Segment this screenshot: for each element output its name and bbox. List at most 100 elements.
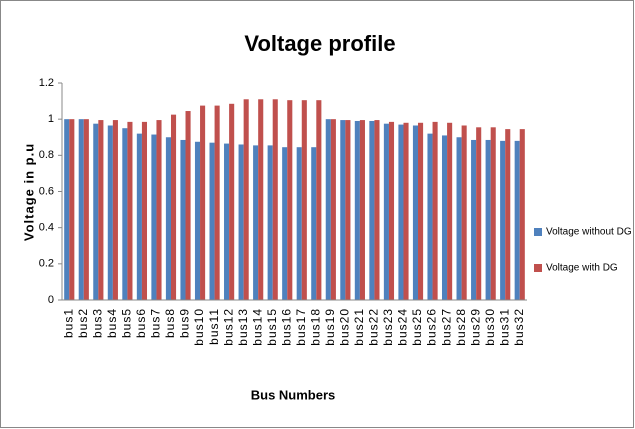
- x-tick-label: bus26: [425, 308, 439, 346]
- x-tick-label: bus19: [323, 308, 337, 346]
- x-axis-label: Bus Numbers: [251, 387, 336, 402]
- bar: [253, 145, 259, 300]
- y-tick-label: 0.4: [39, 222, 54, 234]
- bar: [340, 120, 346, 300]
- x-tick-label: bus28: [454, 308, 468, 346]
- bar: [287, 100, 293, 300]
- bar: [136, 133, 142, 300]
- bar: [141, 121, 148, 300]
- bar: [296, 147, 302, 300]
- bar: [93, 123, 99, 300]
- bar: [69, 119, 75, 301]
- x-tick-label: bus15: [265, 308, 279, 346]
- y-tick-label: 0: [48, 294, 54, 306]
- x-tick-label: bus2: [76, 308, 90, 338]
- bar: [224, 143, 230, 300]
- x-tick-label: bus13: [236, 308, 250, 346]
- x-tick-label: bus21: [352, 308, 366, 346]
- x-tick-label: bus3: [91, 308, 105, 338]
- x-tick-label: bus29: [468, 308, 482, 346]
- y-tick-label: 0.8: [39, 149, 54, 161]
- x-tick-label: bus32: [512, 308, 526, 346]
- bar: [229, 103, 235, 300]
- bar: [490, 127, 496, 300]
- bar: [461, 125, 467, 300]
- bar: [374, 120, 380, 300]
- bar: [398, 124, 404, 300]
- y-axis-label: Voltage in p.u: [21, 143, 36, 241]
- legend-label: Voltage with DG: [546, 263, 618, 274]
- bar: [383, 123, 389, 300]
- bar: [412, 125, 419, 300]
- x-tick-label: bus11: [207, 308, 221, 345]
- y-tick-label: 1: [48, 113, 54, 125]
- bar: [471, 139, 477, 300]
- bar: [185, 111, 191, 300]
- bar: [214, 105, 220, 301]
- bar: [316, 100, 322, 300]
- bar: [83, 119, 89, 301]
- x-tick-label: bus8: [163, 308, 177, 338]
- x-tick-label: bus24: [396, 308, 410, 346]
- bar: [388, 121, 395, 300]
- bar: [194, 141, 201, 300]
- bar: [432, 121, 438, 300]
- bar: [456, 137, 462, 300]
- bar: [258, 99, 264, 301]
- bar: [359, 120, 365, 300]
- bar: [170, 114, 177, 300]
- x-tick-label: bus10: [192, 308, 206, 346]
- bar: [441, 135, 448, 300]
- x-tick-label: bus23: [381, 308, 395, 346]
- bar: [112, 120, 118, 300]
- x-tick-label: bus5: [120, 308, 134, 338]
- x-tick-label: bus17: [294, 308, 308, 346]
- x-tick-label: bus4: [105, 308, 119, 338]
- chart-title: Voltage profile: [244, 31, 395, 56]
- bar: [238, 144, 244, 300]
- bar: [165, 137, 171, 300]
- legend-label: Voltage without DG: [546, 227, 632, 238]
- x-tick-label: bus14: [250, 308, 264, 346]
- legend-swatch: [534, 264, 542, 272]
- x-tick-label: bus20: [338, 308, 352, 346]
- bar: [127, 121, 133, 300]
- x-tick-label: bus25: [410, 308, 424, 346]
- bar: [78, 119, 84, 301]
- bar: [267, 145, 273, 300]
- y-tick-label: 0.2: [39, 258, 54, 270]
- bar: [330, 119, 336, 301]
- bar: [122, 128, 128, 300]
- x-tick-label: bus12: [221, 308, 235, 346]
- bar: [427, 133, 433, 300]
- x-tick-label: bus18: [308, 308, 322, 346]
- x-tick-label: bus1: [61, 308, 75, 338]
- bar: [403, 122, 409, 301]
- x-tick-label: bus31: [497, 308, 511, 346]
- bar: [243, 99, 249, 301]
- bar: [500, 140, 506, 300]
- x-tick-label: bus7: [149, 308, 163, 338]
- bar: [369, 120, 375, 300]
- x-tick-label: bus27: [439, 308, 453, 346]
- y-tick-label: 1.2: [39, 77, 54, 89]
- bar: [447, 122, 453, 301]
- bar: [200, 105, 206, 301]
- bar: [354, 120, 360, 300]
- bar: [209, 142, 215, 300]
- bar: [485, 139, 491, 300]
- bar: [156, 120, 162, 300]
- bar: [476, 127, 482, 300]
- bar: [514, 140, 520, 300]
- bar: [301, 100, 307, 300]
- x-tick-label: bus16: [279, 308, 293, 346]
- bar: [505, 129, 511, 300]
- bar: [272, 99, 278, 301]
- bar: [64, 119, 70, 301]
- x-tick-label: bus6: [134, 308, 148, 338]
- bar: [345, 120, 351, 300]
- bar: [519, 129, 525, 300]
- bar: [282, 147, 288, 300]
- bar: [418, 122, 424, 301]
